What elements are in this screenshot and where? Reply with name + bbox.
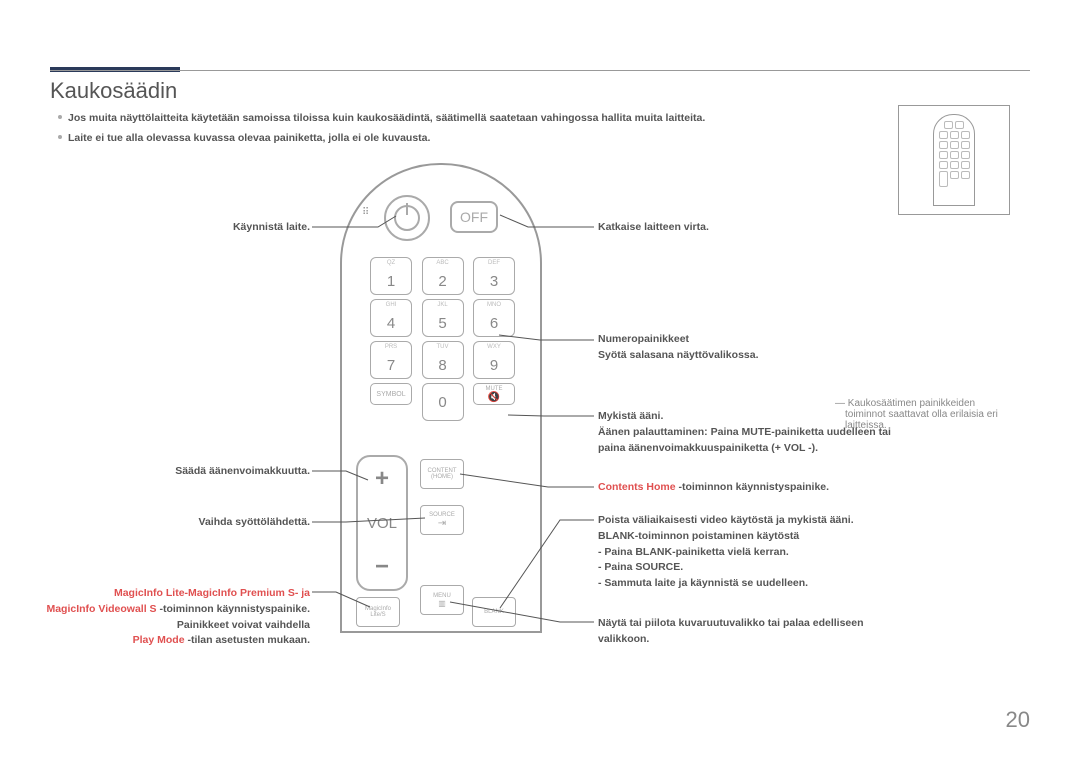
source-button: SOURCE⇥ bbox=[420, 505, 464, 535]
menu-button: MENU▥ bbox=[420, 585, 464, 615]
key-3: DEF3 bbox=[473, 257, 515, 295]
vol-minus-icon: − bbox=[375, 553, 389, 581]
header-rule bbox=[50, 70, 1030, 71]
magicinfo-button: MagicInfo Lite/S bbox=[356, 597, 400, 627]
key-8: TUV8 bbox=[422, 341, 464, 379]
label-contents-home: Contents Home -toiminnon käynnistyspaini… bbox=[598, 481, 829, 493]
remote-outline: ⠿ OFF QZ1 ABC2 DEF3 GHI4 JKL5 MNO6 PRS7 … bbox=[340, 163, 542, 633]
note-1: Jos muita näyttölaitteita käytetään samo… bbox=[68, 112, 705, 124]
page-number: 20 bbox=[1006, 707, 1030, 733]
menu-icon: ▥ bbox=[438, 599, 446, 608]
label-menu: Näytä tai piilota kuvaruutuvalikko tai p… bbox=[598, 616, 898, 648]
label-numpad: Numeropainikkeet Syötä salasana näyttöva… bbox=[598, 332, 759, 364]
key-6: MNO6 bbox=[473, 299, 515, 337]
note-2: Laite ei tue alla olevassa kuvassa oleva… bbox=[68, 132, 430, 144]
label-mute: Mykistä ääni. Äänen palauttaminen: Paina… bbox=[598, 409, 898, 456]
key-5: JKL5 bbox=[422, 299, 464, 337]
key-9: WXY9 bbox=[473, 341, 515, 379]
content-home-button: CONTENT(HOME) bbox=[420, 459, 464, 489]
label-source: Vaihda syöttölähdettä. bbox=[199, 516, 310, 528]
key-2: ABC2 bbox=[422, 257, 464, 295]
source-icon: ⇥ bbox=[438, 518, 446, 529]
key-4: GHI4 bbox=[370, 299, 412, 337]
symbol-button: SYMBOL bbox=[370, 383, 412, 405]
vol-label: VOL bbox=[367, 515, 397, 532]
key-1: QZ1 bbox=[370, 257, 412, 295]
label-volume: Säädä äänenvoimakkuutta. bbox=[175, 465, 310, 477]
mute-icon: 🔇 bbox=[488, 392, 500, 403]
volume-rocker: + VOL − bbox=[356, 455, 408, 591]
mute-button: MUTE🔇 bbox=[473, 383, 515, 405]
power-icon bbox=[394, 205, 420, 231]
numeric-keypad: QZ1 ABC2 DEF3 GHI4 JKL5 MNO6 PRS7 TUV8 W… bbox=[370, 257, 515, 421]
led-dots: ⠿ bbox=[362, 207, 369, 218]
remote-thumbnail-box bbox=[898, 105, 1010, 215]
remote-thumbnail bbox=[933, 114, 975, 206]
page-title: Kaukosäädin bbox=[50, 78, 177, 104]
label-blank: Poista väliaikaisesti video käytöstä ja … bbox=[598, 513, 854, 592]
vol-plus-icon: + bbox=[375, 465, 389, 493]
key-7: PRS7 bbox=[370, 341, 412, 379]
key-0: 0 bbox=[422, 383, 464, 421]
label-magicinfo: MagicInfo Lite-MagicInfo Premium S- ja M… bbox=[46, 586, 310, 649]
off-button: OFF bbox=[450, 201, 498, 233]
label-off: Katkaise laitteen virta. bbox=[598, 221, 709, 233]
blank-button: BLANK bbox=[472, 597, 516, 627]
power-button bbox=[384, 195, 430, 241]
label-power-on: Käynnistä laite. bbox=[233, 221, 310, 233]
